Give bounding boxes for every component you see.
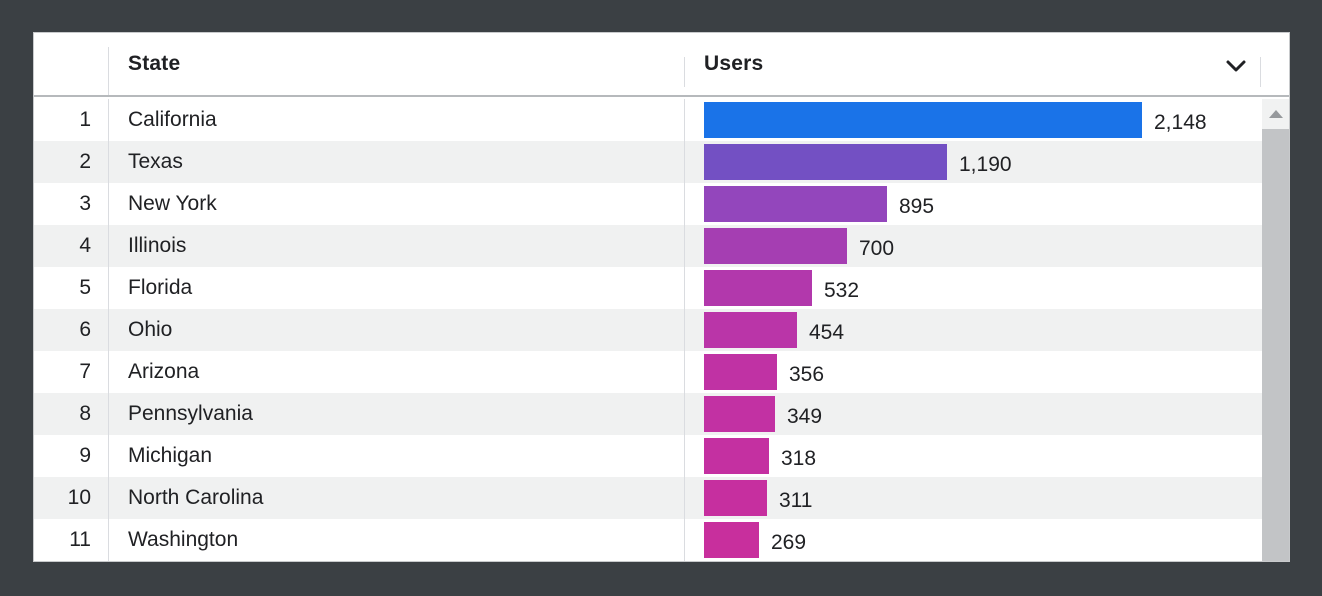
row-users-cell: 349 [685,393,1262,435]
users-value: 311 [779,489,813,512]
header-divider-users [684,57,685,87]
row-state: North Carolina [109,477,685,519]
row-users-cell: 318 [685,435,1262,477]
row-state: Pennsylvania [109,393,685,435]
users-value: 1,190 [959,153,1012,176]
data-table-card: State Users 1 California 2,148 2 Texas 1… [33,32,1290,562]
users-value: 269 [771,531,807,554]
table-row: 5 Florida 532 [34,267,1262,309]
row-users-cell: 356 [685,351,1262,393]
row-users-cell: 700 [685,225,1262,267]
users-value: 318 [781,447,817,470]
users-bar [704,228,847,264]
column-header-users: Users [704,52,764,75]
scroll-up-arrow-icon [1268,110,1283,118]
header-divider-right [1260,57,1261,87]
row-rank: 2 [34,141,109,183]
users-bar [704,312,797,348]
table-row: 8 Pennsylvania 349 [34,393,1262,435]
row-state: California [109,99,685,141]
row-state: New York [109,183,685,225]
users-value: 532 [824,279,860,302]
row-users-cell: 1,190 [685,141,1262,183]
users-value: 349 [787,405,823,428]
table-row: 2 Texas 1,190 [34,141,1262,183]
users-bar [704,522,759,558]
table-row: 7 Arizona 356 [34,351,1262,393]
row-rank: 10 [34,477,109,519]
row-state: Florida [109,267,685,309]
row-rank: 9 [34,435,109,477]
row-users-cell: 895 [685,183,1262,225]
users-value: 454 [809,321,845,344]
users-bar [704,186,887,222]
row-rank: 3 [34,183,109,225]
vertical-scrollbar[interactable] [1262,99,1289,561]
row-state: Michigan [109,435,685,477]
users-bar [704,102,1142,138]
users-bar [704,270,812,306]
row-state: Ohio [109,309,685,351]
users-value: 356 [789,363,825,386]
row-rank: 8 [34,393,109,435]
table-row: 9 Michigan 318 [34,435,1262,477]
row-state: Texas [109,141,685,183]
row-users-cell: 454 [685,309,1262,351]
users-bar [704,144,947,180]
users-value: 2,148 [1154,111,1207,134]
users-value: 700 [859,237,895,260]
row-rank: 6 [34,309,109,351]
row-users-cell: 269 [685,519,1262,561]
row-users-cell: 532 [685,267,1262,309]
header-divider-rank [108,47,109,95]
scrollbar-thumb[interactable] [1262,129,1289,561]
row-rank: 7 [34,351,109,393]
row-state: Illinois [109,225,685,267]
table-row: 11 Washington 269 [34,519,1262,561]
row-rank: 1 [34,99,109,141]
table-row: 4 Illinois 700 [34,225,1262,267]
users-bar [704,438,769,474]
row-users-cell: 311 [685,477,1262,519]
scroll-up-button[interactable] [1262,99,1289,129]
table-header: State Users [34,33,1289,97]
users-bar [704,396,775,432]
row-state: Washington [109,519,685,561]
chevron-down-icon[interactable] [1224,58,1248,74]
table-row: 3 New York 895 [34,183,1262,225]
row-rank: 4 [34,225,109,267]
row-rank: 5 [34,267,109,309]
row-state: Arizona [109,351,685,393]
row-rank: 11 [34,519,109,561]
table-row: 10 North Carolina 311 [34,477,1262,519]
column-header-state: State [128,52,181,75]
row-users-cell: 2,148 [685,99,1262,141]
table-row: 6 Ohio 454 [34,309,1262,351]
table-row: 1 California 2,148 [34,99,1262,141]
users-value: 895 [899,195,935,218]
users-bar [704,480,767,516]
users-bar [704,354,777,390]
table-body: 1 California 2,148 2 Texas 1,190 3 New Y… [34,99,1262,561]
